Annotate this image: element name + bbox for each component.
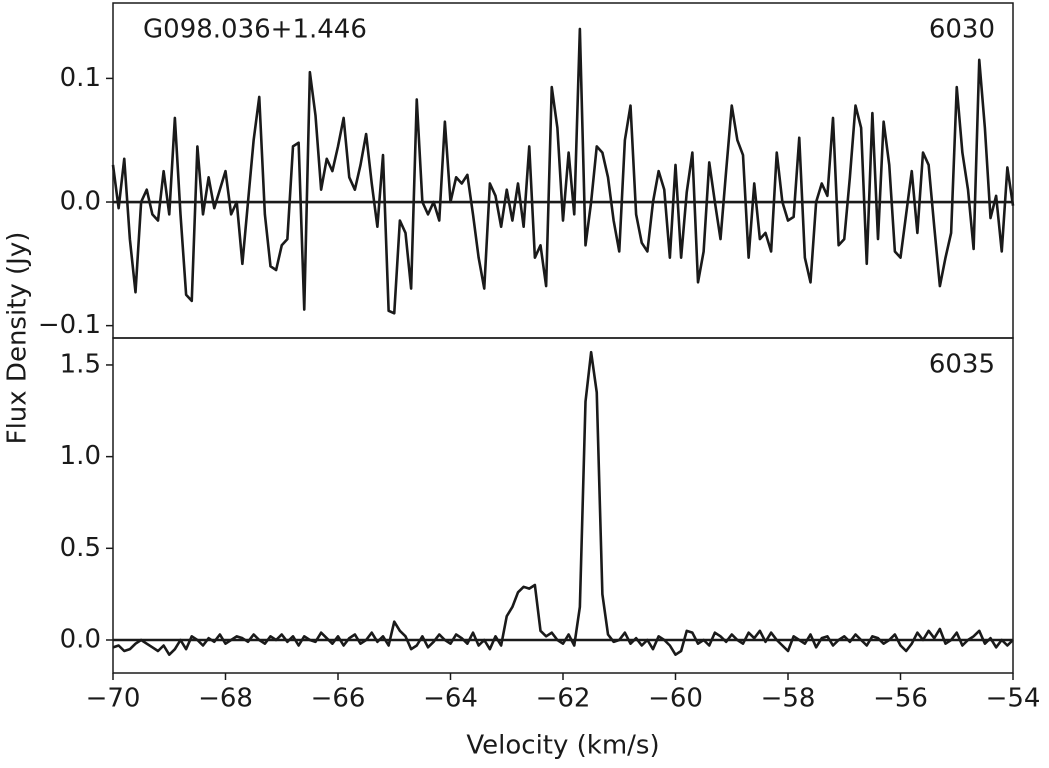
x-tick-label: −56 [873, 684, 928, 714]
annotation: G098.036+1.446 [143, 15, 367, 45]
axes-frame [112, 337, 1014, 674]
y-tick-label: 0.1 [60, 63, 101, 93]
y-tick-label: 0.0 [60, 187, 101, 217]
y-tick-label: 1.0 [60, 441, 101, 471]
x-tick-label: −54 [986, 684, 1041, 714]
axes-frame [112, 2, 1014, 339]
x-tick-label: −58 [761, 684, 816, 714]
x-tick-label: −62 [536, 684, 591, 714]
annotation: 6030 [929, 15, 995, 45]
spectrum-line [112, 350, 1014, 656]
x-tick-label: −60 [648, 684, 703, 714]
y-tick-label: 0.0 [60, 624, 101, 654]
x-tick-label: −68 [198, 684, 253, 714]
x-tick-label: −64 [423, 684, 478, 714]
x-axis-label: Velocity (km/s) [466, 731, 659, 761]
spectrum-line [111, 27, 1015, 315]
y-axis-label: Flux Density (Jy) [3, 232, 33, 445]
annotation: 6035 [929, 350, 995, 380]
x-tick-label: −66 [311, 684, 366, 714]
x-tick-label: −70 [86, 684, 141, 714]
y-tick-label: 0.5 [60, 533, 101, 563]
y-tick-label: 1.5 [60, 349, 101, 379]
y-tick-label: −0.1 [38, 310, 101, 340]
